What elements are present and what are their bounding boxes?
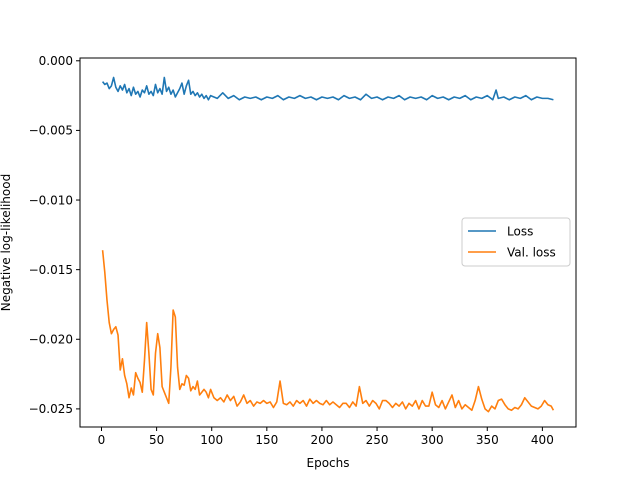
y-tick-label: −0.025	[29, 402, 73, 416]
y-tick-label: −0.005	[29, 124, 73, 138]
legend: Loss Val. loss	[461, 217, 571, 267]
x-axis-label: Epochs	[307, 456, 350, 470]
y-tick-label: −0.020	[29, 333, 73, 347]
legend-label-loss: Loss	[507, 225, 533, 239]
series-layer	[101, 76, 555, 413]
y-tick-label: 0.000	[39, 54, 73, 68]
series-line-loss	[101, 76, 554, 101]
x-tick-label: 250	[366, 433, 389, 447]
y-axis-label: Negative log-likelihood	[0, 174, 13, 311]
plot-area	[79, 57, 577, 428]
x-tick-label: 400	[531, 433, 554, 447]
x-axis: 0 50 100 150 200 250 300 350 400	[98, 427, 554, 447]
y-tick-label: −0.015	[29, 263, 73, 277]
x-tick-label: 100	[200, 433, 223, 447]
x-tick-label: 0	[98, 433, 106, 447]
x-tick-label: 150	[255, 433, 278, 447]
legend-label-val-loss: Val. loss	[507, 246, 556, 260]
x-tick-label: 350	[476, 433, 499, 447]
series-line-val-loss	[101, 250, 555, 413]
x-tick-label: 200	[310, 433, 333, 447]
axes-frame	[79, 57, 577, 428]
x-tick-label: 300	[421, 433, 444, 447]
legend-box	[461, 217, 571, 267]
y-tick-label: −0.010	[29, 193, 73, 207]
x-tick-label: 50	[149, 433, 164, 447]
y-axis: 0.000 −0.005 −0.010 −0.015 −0.020 −0.025	[29, 54, 80, 416]
